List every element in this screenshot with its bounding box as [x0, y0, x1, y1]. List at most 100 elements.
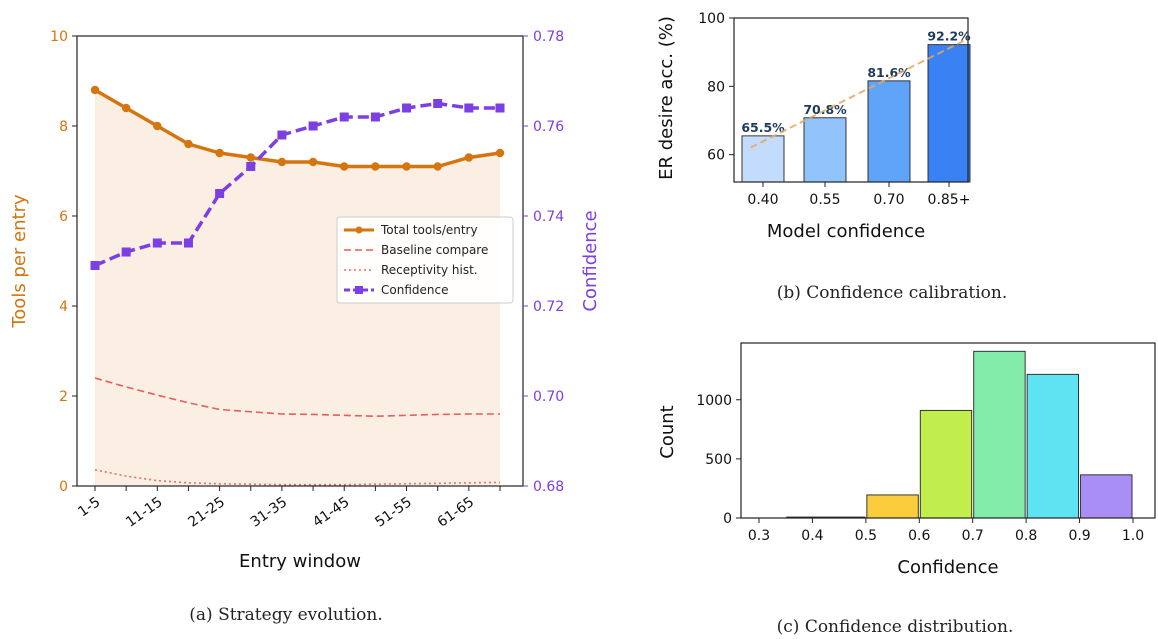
y-tick-label-c: 1000 [696, 393, 732, 409]
total-tools-line-point [246, 153, 255, 162]
histogram-bar [1026, 373, 1080, 519]
legend-marker-a [355, 286, 363, 294]
total-tools-line-point [215, 148, 224, 158]
confidence-line-point [90, 261, 100, 270]
confidence-line-point [277, 130, 287, 140]
x-tick-label-a: 61-65 [435, 494, 478, 530]
total-tools-line-point [308, 157, 318, 167]
y-tick-label-b: 80 [707, 79, 725, 95]
y-tick-label-b: 60 [707, 148, 725, 164]
legend-label-a: Receptivity hist. [381, 263, 478, 277]
y-axis-label-c: Count [657, 405, 678, 458]
x-tick-label-c: 0.4 [801, 528, 823, 544]
x-tick-label-a: 51-55 [372, 494, 415, 530]
confidence-line-point [370, 112, 380, 122]
total-tools-line-point [402, 162, 411, 171]
x-tick-label-b: 0.85+ [928, 192, 971, 208]
confidence-line-point [121, 247, 131, 257]
y-tick-label-right-a: 0.76 [533, 119, 564, 135]
y-tick-label-right-a: 0.72 [533, 299, 564, 315]
calibration-bar-label: 81.6% [867, 65, 911, 80]
histogram-bar [1080, 474, 1133, 519]
y-tick-label-right-a: 0.74 [533, 209, 564, 225]
total-tools-line-point [121, 103, 131, 113]
y-tick-label-c: 0 [723, 511, 732, 527]
confidence-line-point [308, 121, 318, 131]
confidence-line [94, 101, 500, 268]
calibration-bar [927, 44, 971, 183]
confidence-line-point [464, 103, 474, 113]
x-tick-label-c: 0.8 [1015, 528, 1037, 544]
y-tick-label-left-a: 6 [59, 209, 68, 225]
x-tick-label-a: 41-45 [310, 494, 353, 530]
y-tick-label-left-a: 4 [59, 299, 68, 315]
x-tick-label-c: 0.5 [855, 528, 877, 544]
total-tools-line-point [277, 157, 287, 167]
x-axis-label-c: Confidence [897, 557, 998, 578]
total-tools-line-point [464, 153, 474, 162]
total-tools-line-point [153, 121, 162, 131]
y-tick-label-right-a: 0.68 [533, 479, 564, 495]
confidence-line-point [433, 99, 443, 108]
legend-marker-a [355, 226, 363, 234]
x-tick-label-b: 0.70 [873, 192, 904, 208]
total-tools-line [94, 88, 501, 169]
confidence-line-point [152, 238, 162, 248]
total-tools-line-point [184, 139, 193, 149]
histogram-bar [973, 350, 1026, 519]
histogram-bar [866, 494, 919, 519]
confidence-line-point [183, 238, 193, 248]
total-tools-line-point [433, 162, 442, 171]
x-tick-label-a: 21-25 [185, 494, 228, 530]
total-tools-line-point [371, 162, 380, 171]
y-tick-label-left-a: 2 [59, 389, 68, 405]
x-tick-label-c: 0.3 [748, 528, 770, 544]
legend-box-a [336, 216, 514, 304]
plot-b-frame [733, 17, 969, 183]
y-axis-label-left-a: Tools per entry [9, 194, 30, 329]
legend-label-a: Baseline compare [381, 243, 488, 257]
x-tick-label-a: 31-35 [248, 494, 291, 530]
confidence-line-point [246, 162, 256, 171]
y-tick-label-right-a: 0.70 [533, 389, 564, 405]
plot-a-frame [76, 35, 524, 487]
x-tick-label-b: 0.40 [747, 192, 778, 208]
confidence-line-point [402, 103, 412, 113]
confidence-line-point [339, 112, 349, 122]
y-tick-label-left-a: 8 [59, 119, 68, 135]
y-tick-label-b: 100 [698, 11, 725, 27]
calibration-bar [741, 135, 785, 183]
baseline-compare-line [94, 377, 500, 418]
calibration-trendline [750, 37, 969, 149]
total-tools-area-fill [95, 90, 500, 486]
caption-c: (c) Confidence distribution. [777, 617, 1014, 637]
legend-label-a: Total tools/entry [380, 223, 478, 237]
calibration-bar [867, 80, 911, 183]
y-tick-label-right-a: 0.78 [533, 29, 564, 45]
x-axis-label-b: Model confidence [767, 221, 925, 242]
legend-a: Total tools/entry Baseline compare Recepti… [336, 216, 514, 304]
x-tick-label-c: 1.0 [1122, 528, 1144, 544]
x-tick-label-b: 0.55 [809, 192, 840, 208]
confidence-line-point [495, 103, 505, 113]
x-tick-label-c: 0.9 [1068, 528, 1090, 544]
x-tick-label-c: 0.6 [908, 528, 930, 544]
x-tick-label-a: 1-5 [75, 494, 103, 520]
calibration-bar [803, 117, 847, 183]
y-tick-label-c: 500 [705, 452, 732, 468]
calibration-bar-label: 65.5% [741, 120, 785, 135]
x-axis-label-a: Entry window [239, 551, 361, 572]
total-tools-line-point [90, 85, 100, 95]
y-axis-label-b: ER desire acc. (%) [656, 16, 677, 180]
plot-c-frame [740, 342, 1156, 519]
histogram-bar [919, 409, 973, 519]
calibration-bar-label: 92.2% [927, 29, 971, 44]
total-tools-line-point [495, 148, 505, 158]
confidence-distribution-chart: 0 500 1000 0.3 0.4 0.5 0.6 0.7 0.8 0.9 1.0 Confide… [657, 342, 1156, 637]
y-axis-label-right-a: Confidence [580, 210, 601, 311]
confidence-line-point [215, 189, 225, 198]
x-tick-label-c: 0.7 [962, 528, 984, 544]
y-tick-label-left-a: 0 [59, 479, 68, 495]
strategy-evolution-chart: 0 2 4 6 8 10 0.68 0.70 0.72 0.74 0.76 0.78 1-5 11-1… [9, 29, 601, 625]
